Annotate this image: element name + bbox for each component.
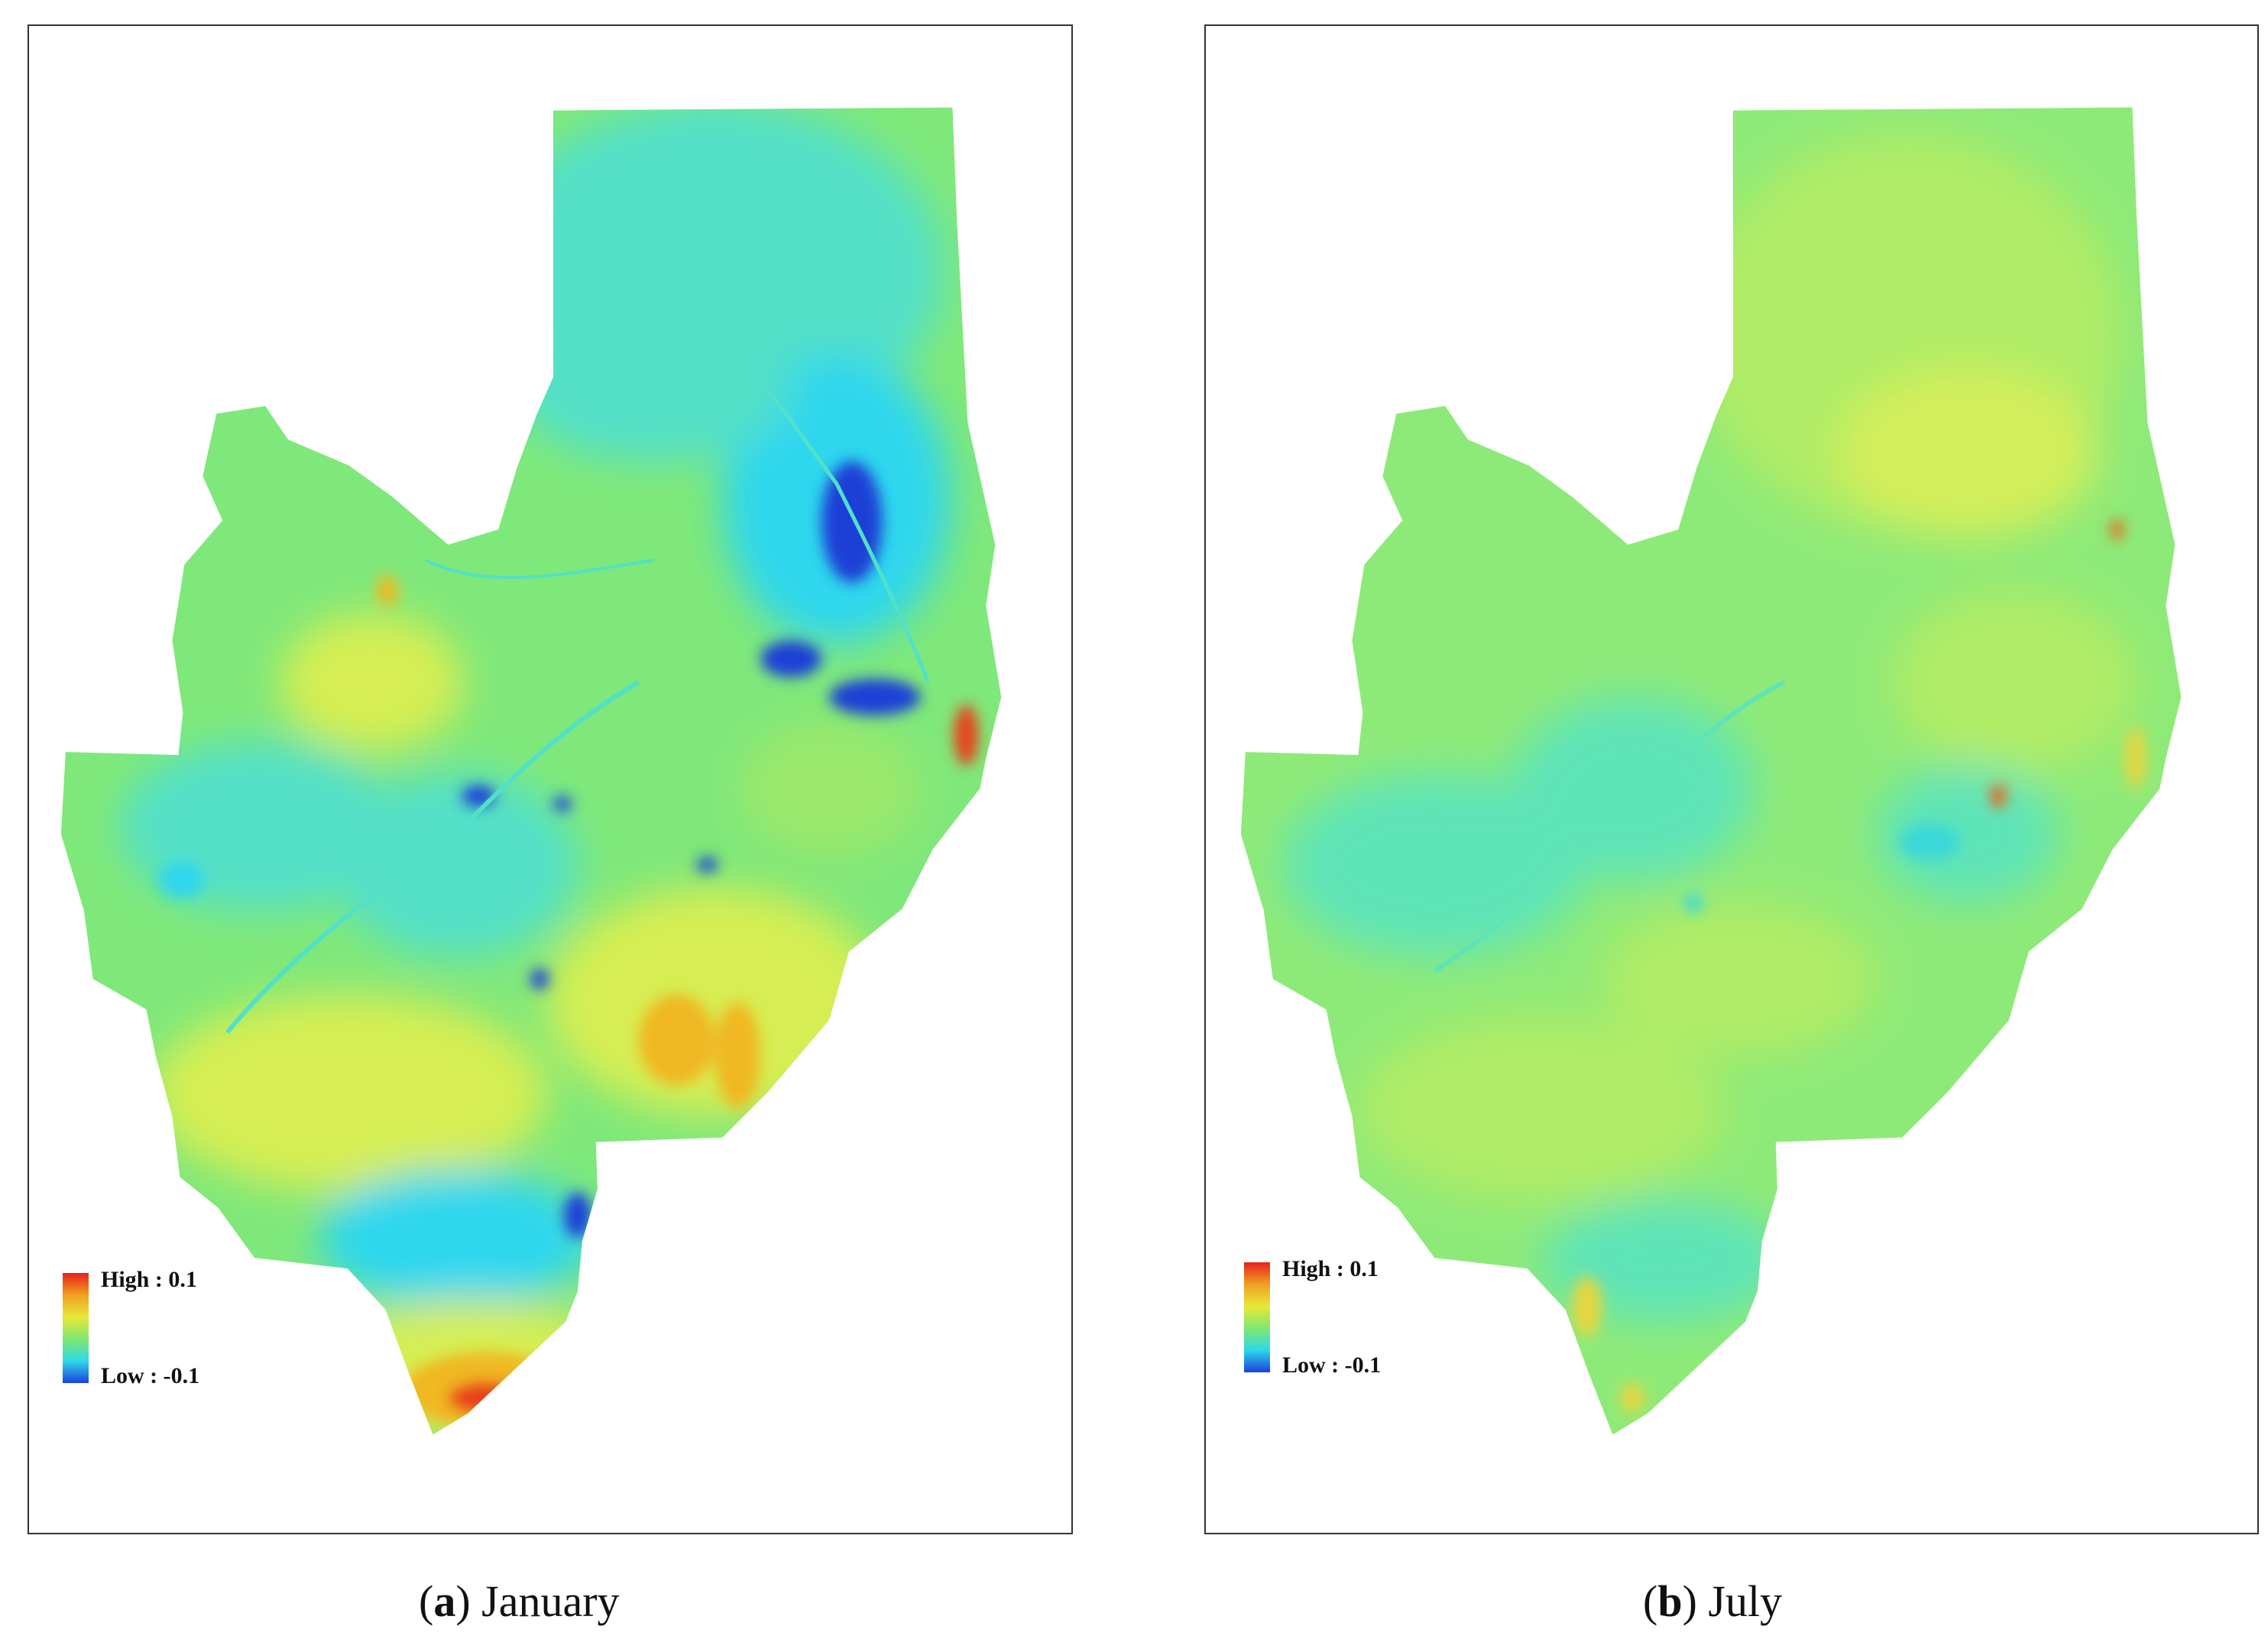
caption-month: July [1708, 1576, 1783, 1626]
legend-color-ramp [1244, 1262, 1270, 1372]
raster-january [60, 107, 1002, 1435]
caption-letter: a [433, 1576, 456, 1626]
caption-month: January [481, 1576, 620, 1626]
region-map-july [1240, 107, 2182, 1435]
legend-high-label: High : 0.1 [101, 1267, 197, 1292]
raster-july [1240, 107, 2182, 1435]
legend-low-label: Low : -0.1 [101, 1363, 200, 1388]
caption-letter: b [1657, 1576, 1683, 1626]
map-panel-january: High : 0.1 Low : -0.1 [28, 24, 1073, 1534]
caption-july: (b) July [1643, 1576, 1783, 1626]
caption-january: (a) January [419, 1576, 620, 1626]
map-panel-july: High : 0.1 Low : -0.1 [1204, 24, 2259, 1534]
legend-high-label: High : 0.1 [1282, 1256, 1379, 1281]
legend-low-label: Low : -0.1 [1282, 1352, 1382, 1378]
legend-color-ramp [63, 1273, 89, 1383]
region-map-january [60, 107, 1002, 1435]
